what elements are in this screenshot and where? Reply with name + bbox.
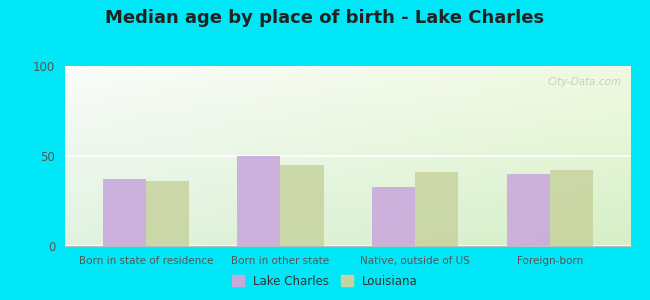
Bar: [103, 179, 146, 246]
Bar: [415, 172, 458, 246]
Legend: Lake Charles, Louisiana: Lake Charles, Louisiana: [228, 271, 422, 291]
Bar: [146, 181, 189, 246]
Bar: [550, 170, 593, 246]
Bar: [506, 174, 550, 246]
Bar: [237, 156, 280, 246]
Text: City-Data.com: City-Data.com: [548, 77, 622, 87]
Bar: [372, 187, 415, 246]
Bar: [280, 165, 324, 246]
Text: Median age by place of birth - Lake Charles: Median age by place of birth - Lake Char…: [105, 9, 545, 27]
